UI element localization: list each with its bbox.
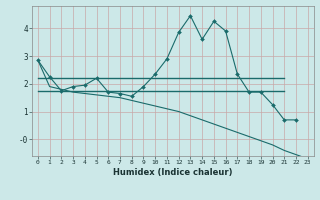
X-axis label: Humidex (Indice chaleur): Humidex (Indice chaleur)	[113, 168, 233, 177]
